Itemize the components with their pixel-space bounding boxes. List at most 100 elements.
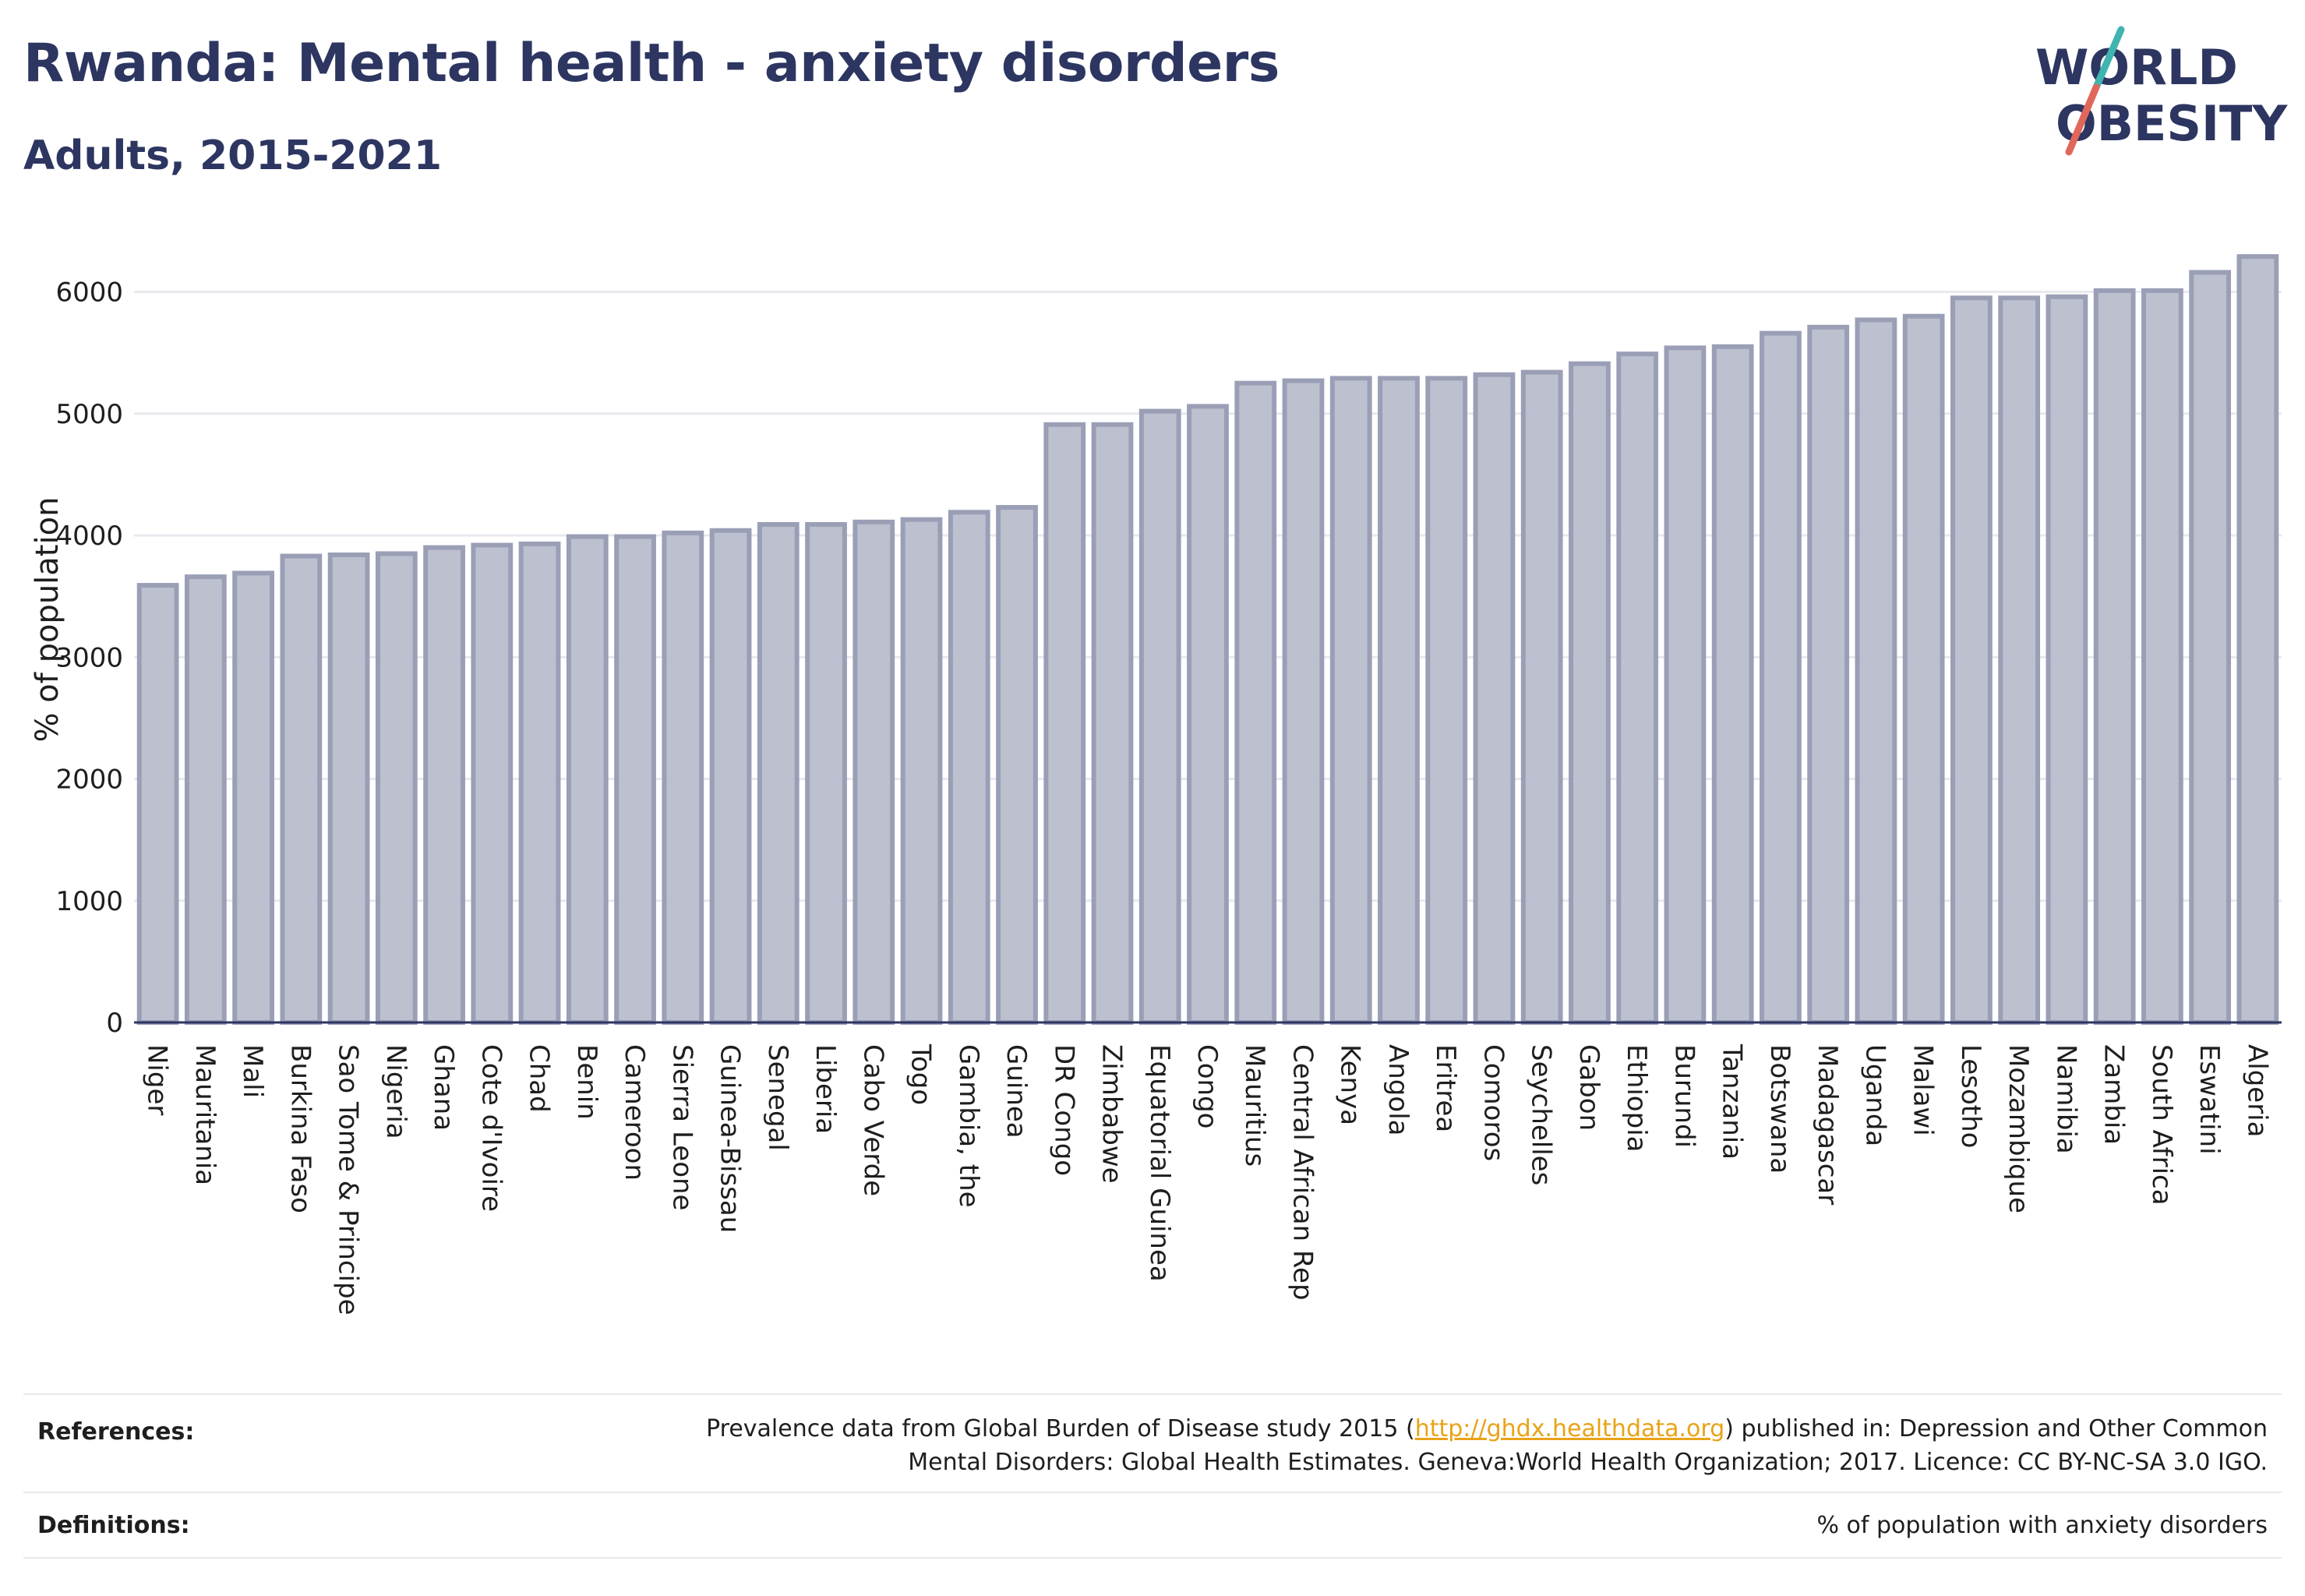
references-text-after: ) published in: Depression and Other Com… bbox=[1724, 1415, 2268, 1442]
x-tick-labels: Niger Mauritania Mali Burkina Faso Sao Tome … bbox=[142, 1043, 2273, 1315]
bar bbox=[900, 517, 943, 1025]
bar bbox=[1378, 376, 1420, 1025]
x-tick-label: Togo bbox=[905, 1043, 937, 1105]
x-tick-label: Mauritania bbox=[189, 1044, 221, 1185]
bar bbox=[1138, 408, 1181, 1025]
x-tick-label: Benin bbox=[571, 1044, 602, 1120]
y-tick-label: 5000 bbox=[55, 399, 123, 430]
y-tick-labels: 0 1000 2000 3000 4000 5000 6000 bbox=[55, 277, 123, 1040]
bar bbox=[232, 570, 274, 1025]
x-tick-label: Seychelles bbox=[1526, 1044, 1557, 1185]
x-tick-label: Guinea bbox=[1001, 1044, 1032, 1139]
bar bbox=[2189, 270, 2232, 1025]
x-tick-label: Cabo Verde bbox=[857, 1044, 888, 1196]
x-tick-label: Zambia bbox=[2099, 1044, 2130, 1145]
x-tick-label: Malawi bbox=[1908, 1044, 1939, 1136]
definitions-row: Definitions: % of population with anxiet… bbox=[23, 1492, 2282, 1559]
bar bbox=[2093, 288, 2136, 1025]
x-tick-label: Cote d'Ivoire bbox=[475, 1044, 507, 1212]
x-tick-label: Senegal bbox=[762, 1044, 793, 1151]
bar bbox=[805, 521, 847, 1025]
logo-line1: WORLD bbox=[2035, 39, 2238, 96]
references-link[interactable]: http://ghdx.healthdata.org bbox=[1414, 1415, 1725, 1442]
bar bbox=[709, 528, 752, 1025]
x-tick-label: Central African Rep bbox=[1287, 1044, 1318, 1301]
x-tick-label: Madagascar bbox=[1812, 1044, 1843, 1205]
bar bbox=[1187, 404, 1229, 1025]
bar bbox=[1520, 369, 1563, 1025]
x-tick-label: Algeria bbox=[2241, 1044, 2272, 1137]
y-tick-label: 3000 bbox=[55, 642, 123, 673]
bar bbox=[2046, 294, 2088, 1025]
x-tick-label: Burkina Faso bbox=[284, 1044, 316, 1213]
x-tick-label: Gambia, the bbox=[953, 1044, 984, 1208]
bar bbox=[662, 530, 704, 1025]
bar bbox=[280, 553, 323, 1025]
x-tick-label: Botswana bbox=[1764, 1044, 1795, 1174]
references-text: Prevalence data from Global Burden of Di… bbox=[706, 1412, 2268, 1479]
x-tick-label: Guinea-Bissau bbox=[715, 1044, 746, 1233]
y-axis-label: % of population bbox=[30, 497, 65, 743]
bar bbox=[1902, 313, 1945, 1025]
world-obesity-logo: WORLD OBESITY bbox=[2035, 26, 2288, 156]
x-tick-label: Ethiopia bbox=[1621, 1044, 1652, 1152]
x-tick-label: Uganda bbox=[1859, 1044, 1890, 1146]
bar bbox=[327, 553, 370, 1025]
x-tick-label: Kenya bbox=[1335, 1044, 1366, 1125]
x-tick-label: Burundi bbox=[1668, 1044, 1700, 1148]
bar bbox=[471, 542, 514, 1025]
y-tick-label: 2000 bbox=[55, 764, 123, 796]
y-tick-label: 6000 bbox=[55, 277, 123, 309]
bar bbox=[1616, 351, 1659, 1025]
logo-line2: OBESITY bbox=[2056, 95, 2288, 152]
x-tick-label: Tanzania bbox=[1717, 1043, 1748, 1160]
bar bbox=[1664, 345, 1707, 1025]
references-line2: Mental Disorders: Global Health Estimate… bbox=[908, 1449, 2268, 1476]
x-tick-label: Mauritius bbox=[1239, 1044, 1270, 1167]
bar-chart: 0 1000 2000 3000 4000 5000 6000 Niger Mauritani… bbox=[30, 254, 2282, 1315]
bar bbox=[1329, 376, 1372, 1025]
x-tick-label: Namibia bbox=[2050, 1044, 2081, 1154]
bar bbox=[757, 521, 800, 1025]
y-tick-label: 1000 bbox=[55, 886, 123, 917]
chart-title: Rwanda: Mental health - anxiety disorder… bbox=[23, 33, 1280, 94]
bar bbox=[184, 574, 227, 1025]
x-tick-label: Cameroon bbox=[619, 1044, 650, 1181]
bar bbox=[1425, 376, 1468, 1025]
bar bbox=[1234, 380, 1277, 1025]
x-tick-label: Liberia bbox=[810, 1044, 841, 1134]
definitions-text: % of population with anxiety disorders bbox=[1816, 1512, 2268, 1539]
x-tick-label: Zimbabwe bbox=[1096, 1044, 1128, 1184]
bar bbox=[1282, 378, 1325, 1025]
x-tick-label: Equatorial Guinea bbox=[1144, 1044, 1175, 1282]
bar bbox=[1043, 422, 1086, 1025]
x-tick-label: South Africa bbox=[2146, 1044, 2177, 1206]
x-tick-label: Chad bbox=[524, 1044, 555, 1113]
bar bbox=[375, 551, 418, 1025]
x-tick-label: Sierra Leone bbox=[666, 1044, 697, 1210]
bar bbox=[1473, 372, 1516, 1025]
x-tick-label: Mali bbox=[237, 1044, 268, 1098]
bar bbox=[566, 534, 609, 1025]
x-tick-label: Sao Tome & Principe bbox=[333, 1044, 364, 1315]
x-tick-label: Nigeria bbox=[380, 1044, 411, 1139]
references-row: References: Prevalence data from Global … bbox=[23, 1393, 2282, 1493]
x-tick-label: Eswatini bbox=[2194, 1044, 2225, 1155]
x-tick-label: Niger bbox=[142, 1044, 173, 1115]
bar bbox=[1711, 344, 1754, 1025]
bars bbox=[136, 254, 2279, 1025]
footer-table: References: Prevalence data from Global … bbox=[23, 1393, 2282, 1559]
x-tick-label: Mozambique bbox=[2003, 1044, 2034, 1213]
bar bbox=[1950, 295, 1993, 1025]
x-tick-label: Lesotho bbox=[1955, 1044, 1986, 1148]
y-tick-label: 4000 bbox=[55, 521, 123, 552]
bar bbox=[996, 505, 1038, 1025]
bar bbox=[1091, 422, 1134, 1025]
x-tick-label: Eritrea bbox=[1430, 1044, 1461, 1132]
bar bbox=[1760, 330, 1802, 1025]
bar bbox=[1807, 324, 1850, 1025]
chart-subtitle: Adults, 2015-2021 bbox=[23, 132, 443, 179]
bar bbox=[136, 583, 179, 1025]
x-tick-label: Angola bbox=[1382, 1044, 1414, 1135]
bar bbox=[1998, 295, 2041, 1025]
